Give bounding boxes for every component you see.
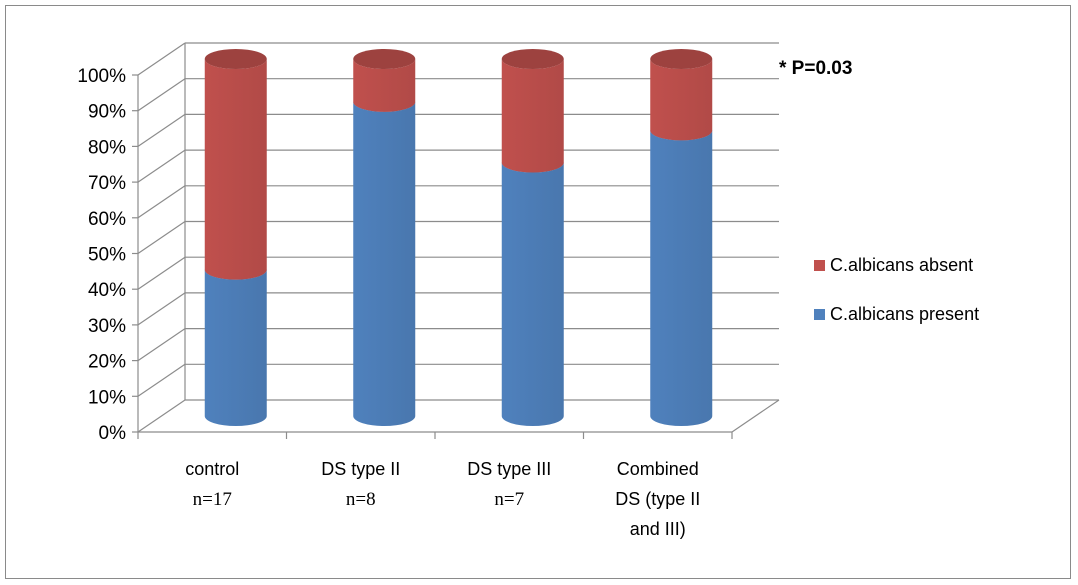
side-wall-line <box>137 221 186 254</box>
category-label-line: control <box>185 459 239 479</box>
category-n-label: n=7 <box>494 489 524 510</box>
side-wall-line <box>137 256 186 290</box>
bar-segment-absent <box>204 59 267 280</box>
category-label-line: DS type III <box>467 459 551 479</box>
legend: C.albicans absent C.albicans present <box>814 255 979 324</box>
x-category-label: DS type II n=8 <box>321 459 400 510</box>
y-tick-label: 60% <box>88 209 126 230</box>
y-tick-label: 70% <box>88 173 126 194</box>
stacked-bar-chart: 0% 10% 20% 30% 40% 50% 60% 70% 80% 90% 100% contro… <box>77 42 979 539</box>
x-category-label: Combined DS (type II and III) <box>615 459 700 539</box>
bar-segment-present <box>353 101 416 426</box>
x-category-label: DS type III n=7 <box>467 459 551 510</box>
bar-segment-present <box>501 162 564 426</box>
category-label-line: DS type II <box>321 459 400 479</box>
category-label-line: and III) <box>630 519 686 539</box>
y-axis: 0% 10% 20% 30% 40% 50% 60% 70% 80% 90% 100% <box>77 66 139 444</box>
bar-segment-absent <box>353 59 416 112</box>
category-n-label: n=8 <box>346 489 376 510</box>
bar-segment-absent <box>501 59 564 173</box>
p-value-annotation: * P=0.03 <box>779 58 852 79</box>
side-wall-line <box>137 42 186 76</box>
y-tick-label: 10% <box>88 387 126 408</box>
bar-top-cap <box>353 49 416 69</box>
side-wall-line <box>137 363 186 397</box>
legend-label: C.albicans absent <box>830 255 973 275</box>
y-tick-label: 40% <box>88 280 126 301</box>
side-wall-line <box>137 328 186 362</box>
category-label-line: DS (type II <box>615 489 700 509</box>
floor-right-edge <box>731 399 780 433</box>
chart-frame: 0% 10% 20% 30% 40% 50% 60% 70% 80% 90% 100% contro… <box>5 5 1071 579</box>
legend-swatch <box>814 309 825 320</box>
bar-segment-present <box>650 130 713 426</box>
side-wall-line <box>137 149 186 183</box>
y-tick-label: 30% <box>88 316 126 337</box>
x-axis: control n=17 DS type II n=8 DS type III n=7 Co… <box>137 431 733 539</box>
y-tick-label: 0% <box>99 423 127 444</box>
category-n-label: n=17 <box>193 489 232 510</box>
y-tick-label: 100% <box>77 66 126 87</box>
y-tick-label: 20% <box>88 352 126 373</box>
x-category-label: control n=17 <box>185 459 239 510</box>
side-wall-line <box>137 78 186 112</box>
bar-segment-present <box>204 269 267 426</box>
legend-swatch <box>814 260 825 271</box>
category-label-line: Combined <box>617 459 699 479</box>
side-wall-line <box>137 185 186 219</box>
y-tick-label: 90% <box>88 102 126 123</box>
side-wall-line <box>137 292 186 326</box>
bar-segment-absent <box>650 59 713 141</box>
bar-top-cap <box>650 49 713 69</box>
y-tick-label: 80% <box>88 137 126 158</box>
bars <box>204 49 713 426</box>
bar-top-cap <box>501 49 564 69</box>
legend-label: C.albicans present <box>830 304 979 324</box>
side-wall-line <box>137 113 186 147</box>
side-wall-line <box>137 399 186 433</box>
y-tick-label: 50% <box>88 245 126 266</box>
bar-top-cap <box>204 49 267 69</box>
